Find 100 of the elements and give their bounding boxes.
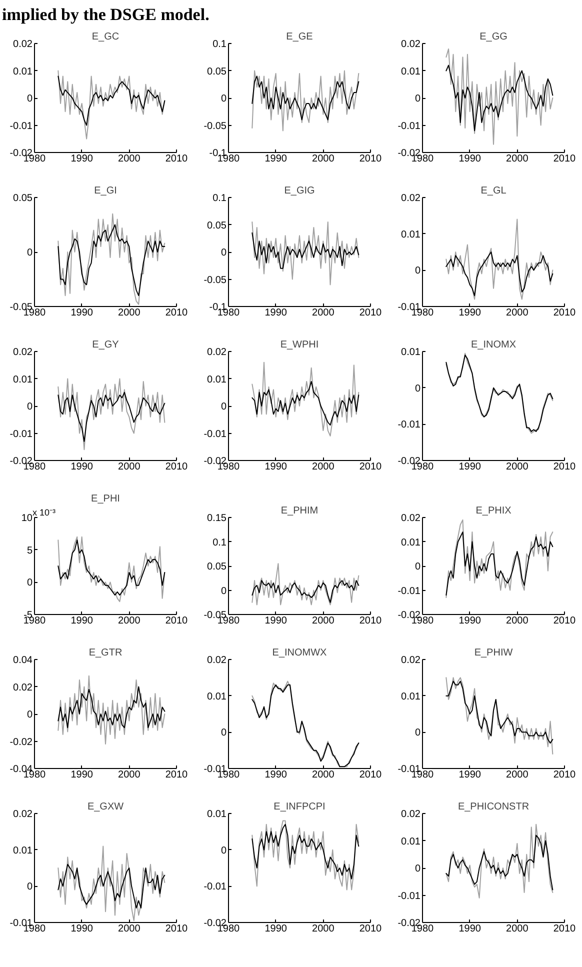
y-tick-label: 0.02 (401, 513, 421, 524)
x-tick-label: 2010 (165, 924, 188, 934)
x-tick-label: 2000 (118, 616, 141, 626)
y-tick-label: 0 (414, 266, 421, 277)
y-tick-label: 10 (21, 513, 33, 524)
x-tick-label: 1990 (70, 462, 94, 472)
x-tick-label: 2000 (506, 616, 529, 626)
x-tick-label: 1990 (264, 308, 288, 318)
annotation: x 10⁻³ (32, 508, 56, 518)
y-tick-label: 0 (26, 710, 33, 720)
chart-title: E_INOMWX (272, 648, 328, 658)
x-tick-label: 1990 (70, 308, 94, 318)
y-tick-label: 0.04 (13, 655, 33, 666)
chart-title: E_PHICONSTR (458, 802, 530, 812)
y-tick-label: 0 (220, 402, 227, 412)
y-tick-label: 0.02 (401, 193, 421, 204)
chart-title: E_PHIW (474, 648, 514, 658)
y-tick-label: 0.01 (13, 845, 33, 856)
y-tick-label: 0.01 (401, 691, 421, 702)
y-tick-label: 0 (26, 882, 33, 893)
y-tick-label: -0.01 (204, 428, 227, 440)
y-tick-label: 0 (220, 728, 227, 739)
y-tick-label: 0.15 (207, 513, 227, 524)
y-tick-label: 0 (220, 94, 227, 104)
y-tick-label: 0 (220, 248, 227, 258)
y-tick-label: 0.02 (13, 809, 33, 820)
y-tick-label: 5 (26, 545, 33, 556)
x-tick-label: 1990 (264, 154, 288, 164)
x-tick-label: 1990 (264, 770, 288, 780)
x-tick-label: 2010 (553, 616, 576, 626)
y-tick-label: 0.01 (13, 374, 33, 386)
x-tick-label: 2010 (165, 770, 188, 780)
x-tick-label: 1990 (70, 616, 94, 626)
y-tick-label: 0 (26, 248, 33, 258)
chart-title: E_GY (92, 340, 120, 350)
y-tick-label: 0.05 (207, 66, 227, 78)
y-tick-label: 0.02 (401, 39, 421, 50)
y-tick-label: 0.1 (212, 39, 227, 50)
y-tick-label: 0 (220, 586, 227, 597)
x-tick-label: 2000 (118, 924, 141, 934)
y-tick-label: 0.01 (401, 537, 421, 548)
y-tick-label: 0.1 (212, 193, 227, 204)
chart-title: E_GL (480, 186, 507, 196)
x-tick-label: 1990 (264, 924, 288, 934)
x-tick-label: 1990 (70, 770, 94, 780)
x-tick-label: 1980 (217, 308, 240, 318)
x-tick-label: 2000 (312, 154, 335, 164)
x-tick-label: 1990 (458, 924, 482, 934)
x-tick-label: 2000 (118, 770, 141, 780)
y-tick-label: -0.01 (398, 420, 421, 431)
x-tick-label: 2010 (165, 154, 188, 164)
chart-title: E_GC (92, 32, 120, 42)
x-tick-label: 2010 (165, 308, 188, 318)
x-tick-label: 2000 (506, 462, 529, 472)
y-tick-label: -0.01 (398, 890, 421, 902)
x-tick-label: 2000 (506, 924, 529, 934)
x-tick-label: 2000 (506, 308, 529, 318)
x-tick-label: 2000 (118, 462, 141, 472)
y-tick-label: 0.01 (13, 66, 33, 78)
y-tick-label: 0.05 (13, 193, 33, 204)
x-tick-label: 2000 (506, 770, 529, 780)
y-tick-label: -0.05 (204, 120, 227, 132)
chart-title: E_GE (286, 32, 314, 42)
x-tick-label: 2000 (312, 308, 335, 318)
x-tick-label: 1990 (264, 616, 288, 626)
x-tick-label: 1990 (458, 462, 482, 472)
chart-title: E_WPHI (280, 340, 319, 350)
x-tick-label: 1990 (70, 924, 94, 934)
y-tick-label: 0.05 (207, 220, 227, 232)
y-tick-label: -0.01 (10, 120, 33, 132)
y-tick-label: -0.02 (10, 736, 33, 748)
x-tick-label: 2000 (118, 154, 141, 164)
y-tick-label: 0 (414, 562, 421, 572)
y-tick-label: 0.1 (212, 537, 227, 548)
y-tick-label: 0.01 (401, 229, 421, 240)
x-tick-label: 2010 (359, 770, 382, 780)
x-tick-label: 2010 (359, 924, 382, 934)
x-tick-label: 2010 (359, 308, 382, 318)
y-tick-label: -0.01 (204, 882, 227, 893)
x-tick-label: 1990 (264, 462, 288, 472)
y-tick-label: 0.02 (401, 655, 421, 666)
chart-title: E_PHIX (476, 506, 512, 516)
x-tick-label: 2000 (312, 924, 335, 934)
x-tick-label: 2000 (312, 462, 335, 472)
y-tick-label: 0.05 (207, 562, 227, 572)
y-tick-label: 0.02 (13, 347, 33, 358)
y-tick-label: 0 (26, 402, 33, 412)
x-tick-label: 2010 (165, 616, 188, 626)
y-tick-label: -0.01 (10, 428, 33, 440)
y-tick-label: -0.01 (398, 586, 421, 597)
x-tick-label: 2010 (553, 462, 576, 472)
y-tick-label: 0 (414, 383, 421, 394)
x-tick-label: 2010 (553, 154, 576, 164)
x-tick-label: 2010 (553, 308, 576, 318)
x-tick-label: 1980 (23, 616, 46, 626)
x-tick-label: 1990 (458, 154, 482, 164)
x-tick-label: 2000 (118, 308, 141, 318)
y-tick-label: 0.01 (207, 374, 227, 386)
y-tick-label: 0.02 (401, 809, 421, 820)
y-tick-label: 0.02 (207, 655, 227, 666)
